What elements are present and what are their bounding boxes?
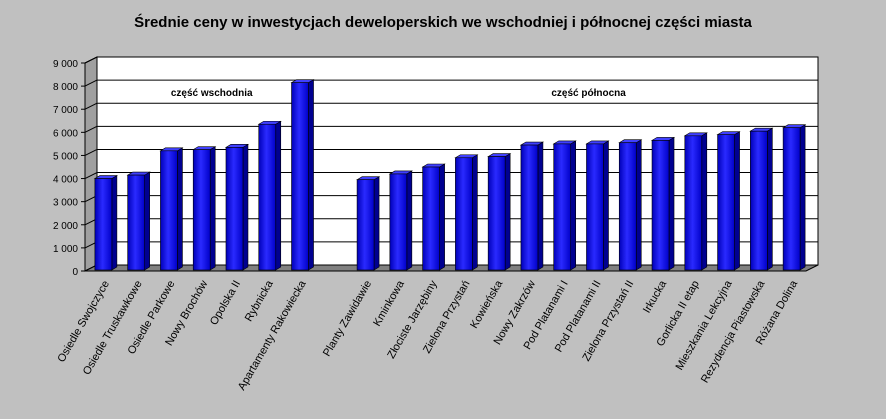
bar bbox=[553, 143, 572, 271]
y-tick-label: 2 000 bbox=[53, 221, 78, 232]
x-tick-label: Osiedle Truskawkowe bbox=[81, 279, 145, 378]
bar-side bbox=[504, 153, 511, 271]
gridline-side bbox=[84, 172, 98, 180]
bar-side bbox=[373, 176, 380, 271]
bar-side bbox=[406, 170, 413, 271]
bar-side bbox=[242, 143, 249, 271]
y-tick-label: 1 000 bbox=[53, 244, 78, 255]
bar bbox=[422, 166, 440, 271]
bar bbox=[717, 134, 735, 271]
bar-side bbox=[767, 127, 773, 271]
bar-side bbox=[144, 171, 150, 271]
gridline-side bbox=[84, 148, 98, 156]
bar bbox=[487, 156, 506, 271]
bar bbox=[389, 173, 408, 271]
y-tick-label: 3 000 bbox=[53, 198, 78, 209]
bar bbox=[127, 174, 145, 271]
group-label: część północna bbox=[551, 88, 626, 99]
bar bbox=[160, 150, 178, 271]
bar bbox=[94, 178, 113, 271]
gridline-side bbox=[84, 56, 98, 64]
y-tick-label: 7 000 bbox=[53, 105, 78, 116]
y-tick-label: 0 bbox=[72, 267, 78, 278]
bar bbox=[618, 142, 637, 271]
bar bbox=[520, 144, 539, 271]
bar bbox=[225, 147, 244, 271]
bar-side bbox=[111, 175, 118, 271]
bar bbox=[750, 130, 768, 271]
x-tick-label: Rybnicka bbox=[243, 278, 276, 324]
bar bbox=[782, 127, 801, 271]
bar-side bbox=[570, 140, 577, 271]
bar bbox=[455, 157, 473, 271]
gridline-side bbox=[84, 102, 98, 110]
bar-side bbox=[177, 147, 183, 271]
gridline-side bbox=[84, 125, 98, 133]
bar-side bbox=[635, 139, 642, 271]
x-tick-label: Opolska II bbox=[208, 279, 243, 328]
y-tick-label: 8 000 bbox=[53, 82, 78, 93]
x-tick-label: Kminkowa bbox=[371, 278, 407, 329]
group-label: część wschodnia bbox=[171, 88, 253, 99]
bar-side bbox=[275, 120, 282, 271]
bar bbox=[684, 135, 703, 271]
bar-side bbox=[734, 131, 740, 271]
bar-side bbox=[603, 140, 609, 271]
y-tick-label: 5 000 bbox=[53, 151, 78, 162]
bar bbox=[651, 140, 670, 271]
bar-side bbox=[668, 136, 675, 271]
gridline-side bbox=[84, 79, 98, 87]
bar-side bbox=[799, 124, 806, 271]
y-tick-label: 4 000 bbox=[53, 175, 78, 186]
chart-title: Średnie ceny w inwestycjach deweloperski… bbox=[134, 14, 752, 31]
bar bbox=[356, 179, 375, 271]
bar-side bbox=[472, 154, 478, 271]
y-tick-label: 6 000 bbox=[53, 128, 78, 139]
bar bbox=[586, 143, 604, 271]
bar-side bbox=[537, 141, 544, 271]
bar bbox=[258, 123, 277, 271]
x-tick-label: Irkucka bbox=[641, 278, 670, 315]
y-tick-label: 9 000 bbox=[53, 59, 78, 70]
bar-side bbox=[439, 163, 445, 271]
bar bbox=[192, 149, 211, 271]
bar-side bbox=[701, 132, 708, 271]
x-tick-label: Kowieńska bbox=[468, 278, 505, 331]
x-tick-label: Rezydencja Piastowska bbox=[699, 278, 768, 385]
bar-side bbox=[308, 79, 314, 271]
bar bbox=[291, 82, 309, 271]
x-tick-label: Apartamenty Rakowiecka bbox=[236, 278, 309, 393]
bar-side bbox=[209, 146, 216, 271]
x-tick-label: Planty Zawidawie bbox=[321, 279, 374, 359]
